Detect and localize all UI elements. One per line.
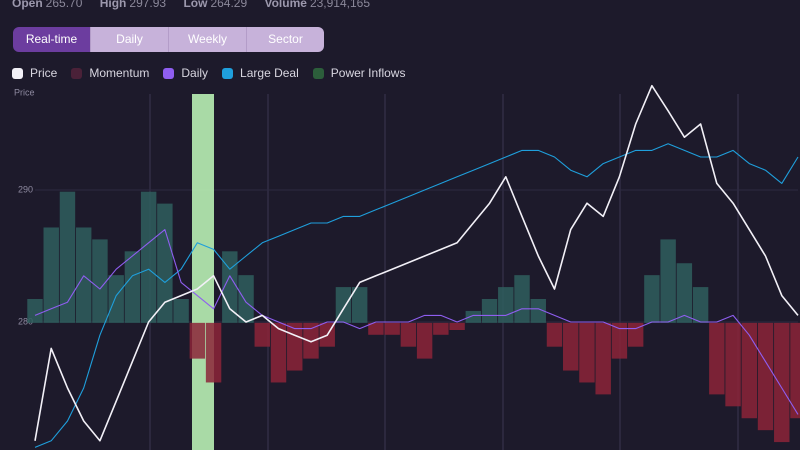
highlight-band bbox=[192, 94, 214, 450]
momentum-bar bbox=[108, 275, 124, 323]
momentum-bar bbox=[351, 287, 368, 323]
momentum-bar bbox=[595, 322, 611, 395]
momentum-bar bbox=[741, 322, 758, 419]
legend-swatch bbox=[12, 67, 23, 79]
momentum-bar bbox=[400, 322, 417, 347]
momentum-bar bbox=[43, 227, 59, 323]
momentum-bar bbox=[416, 322, 433, 359]
series-line bbox=[34, 229, 799, 415]
legend-item[interactable]: Momentum bbox=[71, 66, 149, 80]
momentum-bar bbox=[384, 322, 400, 335]
momentum-bar bbox=[238, 275, 254, 323]
y-tick-label: 290 bbox=[18, 184, 33, 194]
legend-item[interactable]: Power Inflows bbox=[312, 66, 406, 80]
momentum-bar bbox=[433, 322, 449, 335]
momentum-bar bbox=[774, 322, 790, 443]
legend-label: Power Inflows bbox=[330, 66, 406, 80]
momentum-bar bbox=[303, 322, 319, 359]
stats-bar: Open 265.70 High 297.93 Low 264.29 Volume 23… bbox=[12, 0, 384, 10]
momentum-bar bbox=[287, 322, 303, 371]
tab[interactable]: Sector bbox=[246, 27, 324, 52]
momentum-bar bbox=[270, 322, 287, 383]
momentum-bar bbox=[368, 322, 384, 335]
legend-swatch bbox=[312, 67, 324, 79]
momentum-bar bbox=[709, 322, 725, 395]
legend-item[interactable]: Price bbox=[12, 66, 57, 80]
y-tick-label: 280 bbox=[18, 316, 33, 326]
legend-swatch bbox=[222, 67, 234, 79]
momentum-bar bbox=[140, 191, 157, 323]
momentum-bar bbox=[725, 322, 741, 407]
stat-value: 23,914,165 bbox=[309, 0, 370, 10]
tab[interactable]: Weekly bbox=[168, 27, 246, 52]
momentum-bar bbox=[660, 239, 676, 323]
momentum-bar bbox=[579, 322, 595, 383]
stat-value: 265.70 bbox=[45, 0, 83, 10]
momentum-bar bbox=[205, 322, 222, 383]
legend-label: Large Deal bbox=[240, 66, 299, 80]
momentum-bar bbox=[676, 263, 693, 323]
tab[interactable]: Real-time bbox=[13, 27, 90, 52]
stat-label: Open bbox=[12, 0, 43, 10]
momentum-bar bbox=[757, 322, 774, 431]
series-line bbox=[34, 84, 799, 442]
momentum-bar bbox=[59, 191, 76, 323]
stat-value: 297.93 bbox=[129, 0, 167, 10]
momentum-bar bbox=[465, 310, 482, 323]
y-axis-label: Price bbox=[14, 87, 35, 97]
momentum-bar bbox=[124, 251, 141, 323]
momentum-bar bbox=[173, 299, 189, 323]
series-line bbox=[34, 143, 799, 448]
tab[interactable]: Daily bbox=[90, 27, 168, 52]
momentum-bar bbox=[254, 322, 270, 347]
momentum-bar bbox=[692, 287, 709, 323]
momentum-bar bbox=[222, 251, 238, 323]
stat-label: Volume bbox=[264, 0, 307, 10]
momentum-bar bbox=[75, 227, 92, 323]
legend-label: Daily bbox=[181, 66, 209, 80]
stat-label: High bbox=[99, 0, 127, 10]
momentum-bar bbox=[790, 322, 800, 419]
legend-label: Momentum bbox=[89, 66, 150, 80]
momentum-bar bbox=[563, 322, 579, 371]
tab-bar: Real-time Daily Weekly Sector bbox=[13, 27, 324, 52]
momentum-bar bbox=[498, 287, 514, 323]
legend: Price Momentum Daily Large Deal Power Inflow… bbox=[12, 66, 419, 80]
stat-value: 264.29 bbox=[210, 0, 248, 10]
momentum-bar bbox=[644, 275, 660, 323]
legend-swatch bbox=[163, 67, 175, 79]
legend-swatch bbox=[71, 67, 83, 79]
momentum-bar bbox=[157, 203, 173, 323]
momentum-bar bbox=[514, 275, 530, 323]
legend-item[interactable]: Large Deal bbox=[222, 66, 299, 80]
momentum-bar bbox=[611, 322, 628, 359]
momentum-bar bbox=[27, 299, 43, 323]
momentum-bar bbox=[189, 322, 206, 359]
legend-label: Price bbox=[30, 66, 58, 80]
momentum-bar bbox=[481, 299, 498, 323]
momentum-bar bbox=[530, 299, 546, 323]
legend-item[interactable]: Daily bbox=[163, 66, 208, 80]
stat-label: Low bbox=[183, 0, 208, 10]
momentum-bar bbox=[92, 239, 108, 323]
momentum-bar bbox=[546, 322, 563, 347]
momentum-bar bbox=[449, 322, 465, 331]
